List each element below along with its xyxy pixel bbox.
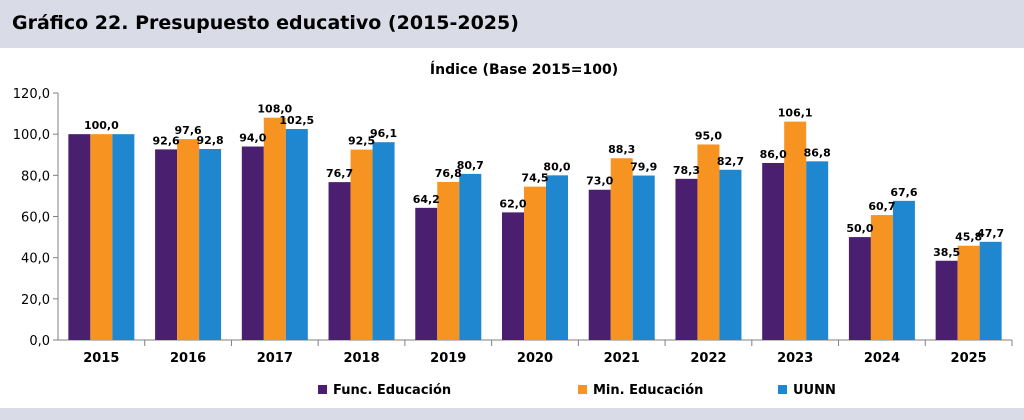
- bar: [350, 149, 373, 340]
- data-label: 94,0: [239, 132, 266, 145]
- data-label: 76,8: [435, 167, 462, 180]
- data-label: 76,7: [326, 167, 353, 180]
- data-label: 60,7: [868, 200, 895, 213]
- data-label: 92,8: [197, 134, 224, 147]
- bar: [459, 173, 482, 340]
- data-label: 95,0: [695, 129, 722, 142]
- data-label: 50,0: [846, 222, 873, 235]
- bar: [848, 237, 871, 340]
- bar: [892, 200, 915, 340]
- bar: [588, 189, 611, 340]
- y-tick-label: 120,0: [13, 87, 50, 102]
- y-tick-label: 20,0: [21, 293, 50, 308]
- data-label: 78,3: [673, 164, 700, 177]
- bar: [632, 175, 655, 340]
- bar: [112, 134, 135, 340]
- bar: [935, 260, 958, 340]
- x-tick-label: 2015: [83, 351, 119, 366]
- data-label: 92,6: [153, 134, 180, 147]
- chart-bars: [68, 117, 1002, 340]
- data-label: 86,8: [804, 146, 831, 159]
- data-label: 108,0: [257, 103, 292, 116]
- bar: [90, 134, 113, 340]
- bar: [697, 144, 720, 340]
- bar: [155, 149, 178, 340]
- y-tick-label: 60,0: [21, 211, 50, 226]
- bar: [437, 181, 460, 340]
- bar: [784, 121, 807, 340]
- data-label: 97,6: [175, 124, 202, 137]
- data-label: 92,5: [348, 135, 375, 148]
- bar: [502, 212, 524, 340]
- bar: [199, 148, 222, 340]
- bar: [546, 175, 568, 340]
- data-label: 80,7: [457, 159, 484, 172]
- data-label: 82,7: [717, 155, 744, 168]
- bar: [263, 117, 286, 340]
- page-title: Gráfico 22. Presupuesto educativo (2015-…: [12, 12, 519, 34]
- legend-swatch: [318, 385, 327, 394]
- legend-swatch: [578, 385, 587, 394]
- data-label: 102,5: [279, 114, 314, 127]
- data-label: 88,3: [608, 143, 635, 156]
- chart-value-labels: 92,6 94,0 76,7 64,2 62,0 73,0 78,3 86,0 50,0 38,5…: [84, 103, 1004, 259]
- x-tick-label: 2020: [517, 351, 553, 366]
- legend-swatch: [778, 385, 787, 394]
- bar: [870, 215, 893, 340]
- bar: [177, 139, 200, 340]
- data-label: 67,6: [890, 186, 917, 199]
- bar: [610, 158, 633, 340]
- bar: [415, 207, 438, 340]
- data-label: 106,1: [778, 107, 813, 120]
- chart-legend: Func. Educación Min. Educación UUNN: [318, 383, 836, 398]
- data-label: 73,0: [586, 175, 613, 188]
- data-label: 79,9: [630, 161, 657, 174]
- data-label: 62,0: [499, 197, 526, 210]
- x-tick-label: 2019: [430, 351, 466, 366]
- x-tick-label: 2022: [690, 351, 726, 366]
- data-label: 45,8: [955, 231, 982, 244]
- legend-label: UUNN: [793, 383, 836, 398]
- bar: [957, 245, 980, 340]
- data-label: 38,5: [933, 246, 960, 259]
- x-tick-label: 2016: [170, 351, 206, 366]
- header-band: Gráfico 22. Presupuesto educativo (2015-…: [0, 0, 1024, 48]
- bar: [806, 161, 829, 340]
- bar: [719, 169, 742, 340]
- data-label: 100,0: [84, 119, 119, 132]
- data-label: 74,5: [521, 172, 548, 185]
- x-tick-label: 2018: [343, 351, 379, 366]
- bar: [675, 178, 698, 340]
- bar: [241, 146, 264, 340]
- data-label: 96,1: [370, 127, 397, 140]
- x-tick-label: 2021: [604, 351, 640, 366]
- chart-axes: 0,0 20,0 40,0 60,0 80,0 100,0 120,0 2015 2016 201…: [13, 87, 1013, 366]
- y-tick-label: 40,0: [21, 252, 50, 267]
- legend-label: Func. Educación: [333, 383, 451, 398]
- chart-title: Índice (Base 2015=100): [430, 61, 618, 78]
- bar: [285, 129, 308, 340]
- x-tick-label: 2023: [777, 351, 813, 366]
- x-tick-label: 2017: [257, 351, 293, 366]
- y-tick-label: 0,0: [29, 334, 50, 349]
- bar-chart: Índice (Base 2015=100) 0,0 20,0 40,0 60,0 80…: [13, 61, 1013, 398]
- x-tick-label: 2025: [951, 351, 987, 366]
- bar: [762, 162, 785, 340]
- bar: [328, 182, 351, 340]
- data-label: 47,7: [977, 227, 1004, 240]
- bar: [68, 134, 91, 340]
- bar: [524, 186, 546, 340]
- bar: [979, 241, 1002, 340]
- x-tick-label: 2024: [864, 351, 900, 366]
- data-label: 64,2: [413, 193, 440, 206]
- bar: [372, 142, 395, 340]
- footer-band: [0, 408, 1024, 420]
- y-tick-label: 100,0: [13, 128, 50, 143]
- y-tick-label: 80,0: [21, 169, 50, 184]
- data-label: 86,0: [760, 148, 787, 161]
- legend-label: Min. Educación: [593, 383, 703, 398]
- data-label: 80,0: [543, 160, 570, 173]
